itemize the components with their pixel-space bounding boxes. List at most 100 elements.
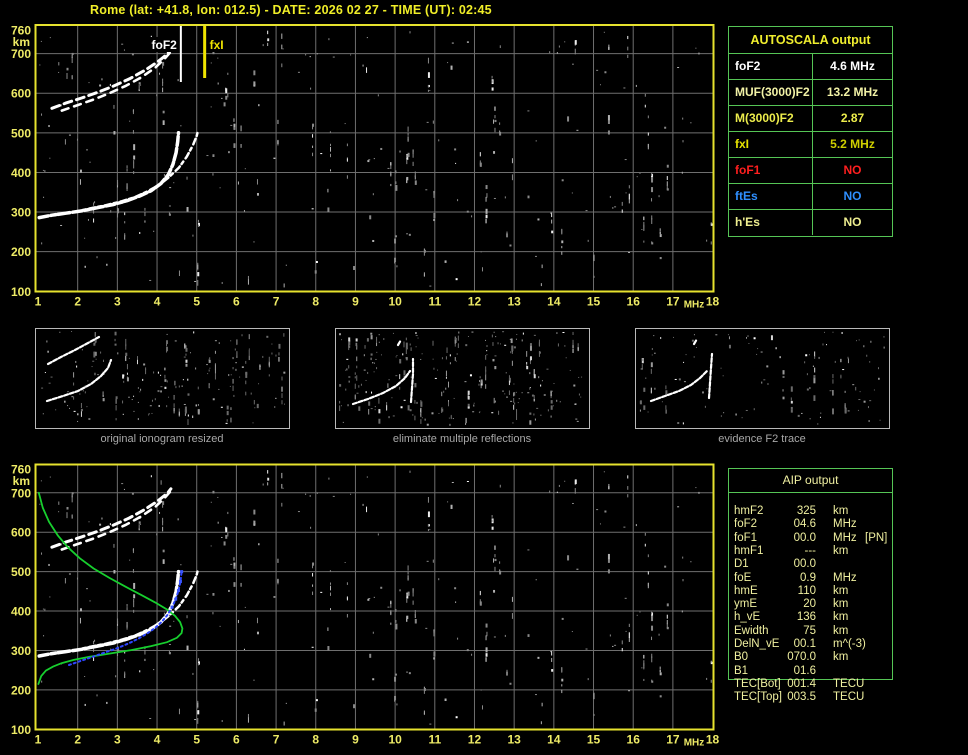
noise-dot — [79, 169, 82, 173]
noise-dot — [641, 358, 644, 361]
noise-dot — [844, 404, 846, 408]
noise-dot — [859, 391, 861, 393]
noise-dot — [223, 102, 226, 107]
noise-dot — [356, 375, 358, 381]
noise-dot — [877, 367, 879, 370]
noise-dot — [407, 565, 409, 571]
noise-dot — [248, 348, 250, 350]
noise-dot — [139, 391, 141, 393]
noise-dot — [403, 399, 406, 401]
noise-dot — [405, 348, 407, 355]
noise-dot — [356, 392, 359, 394]
noise-dot — [494, 545, 496, 550]
noise-dot — [94, 338, 96, 344]
noise-dot — [644, 104, 646, 108]
noise-dot — [847, 410, 850, 412]
noise-dot — [388, 379, 390, 381]
noise-dot — [666, 164, 669, 168]
panel-mini-trace — [46, 335, 101, 366]
noise-dot — [356, 345, 358, 350]
noise-dot — [423, 274, 425, 277]
noise-dot — [310, 526, 312, 529]
noise-dot — [596, 509, 599, 511]
noise-dot — [485, 196, 487, 202]
noise-dot — [283, 283, 285, 288]
noise-dot — [407, 152, 410, 157]
noise-dot — [187, 419, 189, 426]
aip-row-hve: h_vE 136 km — [729, 611, 892, 624]
noise-dot — [561, 678, 564, 682]
param-value: 5.2 MHz — [830, 137, 875, 151]
noise-dot — [858, 339, 860, 341]
noise-dot — [623, 87, 626, 89]
noise-dot — [693, 356, 695, 358]
aip-unit: MHz — [833, 531, 857, 544]
noise-dot — [84, 265, 86, 268]
noise-dot — [710, 679, 712, 683]
noise-dot — [480, 689, 482, 691]
noise-dot — [414, 619, 417, 624]
noise-dot — [538, 351, 541, 354]
noise-dot — [259, 365, 261, 367]
noise-dot — [878, 377, 880, 380]
restored-trace-dot — [178, 579, 182, 583]
aip-unit: TECU — [833, 677, 865, 690]
y-axis-unit: km — [13, 474, 30, 488]
noise-dot — [494, 554, 496, 558]
noise-dot — [75, 360, 77, 363]
noise-dot — [647, 571, 649, 575]
noise-dot — [493, 558, 495, 563]
noise-dot — [643, 224, 645, 230]
noise-dot — [494, 129, 496, 133]
noise-dot — [133, 162, 135, 169]
x-tick-label: 4 — [154, 733, 161, 747]
noise-dot — [593, 713, 595, 717]
noise-dot — [651, 241, 653, 244]
noise-dot — [832, 374, 834, 379]
noise-dot — [467, 394, 469, 399]
noise-dot — [844, 390, 846, 393]
aip-value: 070.0 — [787, 651, 816, 664]
aip-unit: MHz — [833, 571, 857, 584]
noise-dot — [237, 181, 239, 185]
noise-dot — [465, 422, 467, 425]
noise-dot — [232, 385, 234, 391]
noise-dot — [834, 360, 836, 363]
noise-dot — [121, 483, 124, 485]
noise-dot — [133, 144, 136, 151]
noise-dot — [575, 418, 578, 420]
noise-dot — [126, 183, 128, 189]
aip-unit: km — [833, 598, 849, 611]
noise-dot — [399, 150, 401, 153]
noise-dot — [96, 256, 98, 259]
noise-dot — [347, 404, 349, 407]
noise-dot — [138, 528, 140, 531]
param-label: h'Es — [729, 210, 813, 235]
noise-dot — [541, 264, 543, 269]
noise-dot — [329, 147, 331, 152]
noise-dot — [564, 41, 566, 43]
noise-dot — [499, 122, 501, 125]
noise-dot — [486, 350, 488, 352]
noise-dot — [593, 254, 595, 257]
noise-dot — [423, 248, 425, 251]
noise-dot — [208, 358, 210, 362]
x-tick-label: 14 — [547, 295, 561, 309]
noise-dot — [114, 338, 116, 342]
noise-dot — [399, 386, 401, 390]
noise-dot — [39, 503, 41, 505]
x-tick-label: 6 — [233, 295, 240, 309]
noise-dot — [423, 689, 425, 694]
noise-dot — [469, 374, 472, 377]
noise-dot — [68, 573, 71, 575]
noise-dot — [415, 335, 418, 337]
noise-dot — [550, 415, 552, 418]
noise-dot — [376, 342, 378, 347]
noise-dot — [813, 375, 816, 379]
noise-dot — [567, 555, 570, 561]
noise-dot — [348, 365, 350, 369]
noise-dot — [46, 340, 48, 343]
noise-dot — [452, 418, 454, 420]
noise-dot — [748, 342, 750, 344]
aip-row-hmf1: hmF1 --- km — [729, 545, 892, 558]
